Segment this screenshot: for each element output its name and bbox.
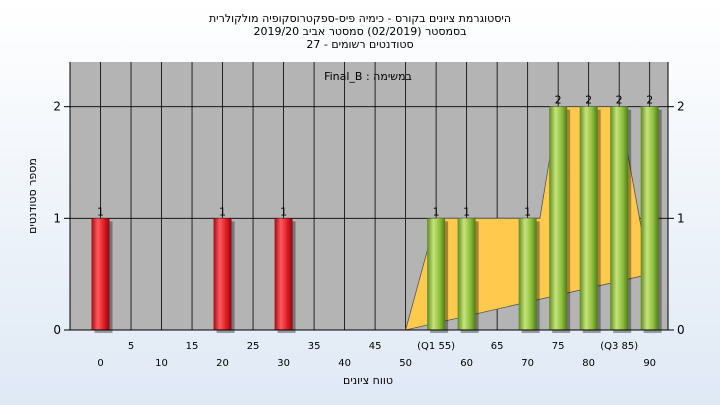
- x-tick-label-bottom: 10: [155, 358, 168, 369]
- x-tick-label-bottom: 0: [97, 358, 103, 369]
- bar-value-label: 2: [585, 94, 592, 107]
- x-tick-label-top: 15: [186, 341, 199, 352]
- y-tick-label-right: 0: [677, 323, 685, 337]
- bar-value-label: 2: [646, 94, 653, 107]
- bar: [213, 218, 232, 330]
- bars: 1 1 1 1 1 1 2 2 2 2: [91, 94, 662, 334]
- bar: [640, 106, 659, 331]
- x-tick-label-bottom: 50: [399, 358, 412, 369]
- bar: [518, 218, 537, 330]
- x-axis-label: טווח ציונים: [343, 374, 393, 387]
- x-tick-label-bottom: 20: [216, 358, 229, 369]
- x-tick-label-top: 5: [128, 341, 134, 352]
- bar-value-label: 1: [433, 205, 440, 218]
- x-tick-label-top: 35: [308, 341, 321, 352]
- x-tick-label-bottom: 60: [460, 358, 473, 369]
- bar: [91, 218, 110, 330]
- bar: [427, 218, 446, 330]
- x-tick-label-top: (Q3 85): [600, 341, 638, 352]
- chart-title: היסטוגרמת ציונים בקורס - כימיה פיס-ספקטר…: [209, 12, 511, 51]
- bar-value-label: 1: [280, 205, 287, 218]
- bar: [274, 218, 293, 330]
- x-tick-label-bottom: 40: [338, 358, 351, 369]
- x-tick-label-top: 65: [491, 341, 504, 352]
- y-tick-label-left: 2: [53, 100, 61, 114]
- y-tick-label-right: 1: [677, 211, 685, 225]
- bar: [549, 106, 568, 331]
- bar-value-label: 1: [463, 205, 470, 218]
- x-tick-label-bottom: 70: [521, 358, 534, 369]
- y-tick-label-left: 1: [53, 211, 61, 225]
- x-tick-label-bottom: 90: [643, 358, 656, 369]
- bar-value-label: 1: [524, 205, 531, 218]
- task-annotation: Final_B : במשימה: [324, 70, 412, 83]
- bar-value-label: 1: [219, 205, 226, 218]
- bar-value-label: 1: [97, 205, 104, 218]
- bar-value-label: 2: [616, 94, 623, 107]
- x-tick-label-top: 45: [369, 341, 382, 352]
- y-axis-label: מספר סטודנטים: [26, 158, 39, 234]
- x-tick-label-top: (Q1 55): [417, 341, 455, 352]
- y-tick-label-left: 0: [53, 323, 61, 337]
- x-tick-label-top: 25: [247, 341, 260, 352]
- chart-title-line-3: סטודנטים רשומים - 27: [306, 38, 413, 51]
- bar-value-label: 2: [555, 94, 562, 107]
- chart-title-line-1: היסטוגרמת ציונים בקורס - כימיה פיס-ספקטר…: [209, 12, 511, 25]
- y-tick-label-right: 2: [677, 100, 685, 114]
- x-tick-label-bottom: 80: [582, 358, 595, 369]
- bar: [457, 218, 476, 330]
- bar: [610, 106, 629, 331]
- chart-title-line-2: בסמסטר (02/2019) סמסטר אביב 2019/20: [253, 25, 466, 38]
- bar: [579, 106, 598, 331]
- axes: 0 01 12 25 15 25 35 45 (Q1 55) 65 75 (Q3 85)0 10 20 30…: [53, 62, 685, 369]
- x-tick-label-top: 75: [552, 341, 565, 352]
- x-tick-label-bottom: 30: [277, 358, 290, 369]
